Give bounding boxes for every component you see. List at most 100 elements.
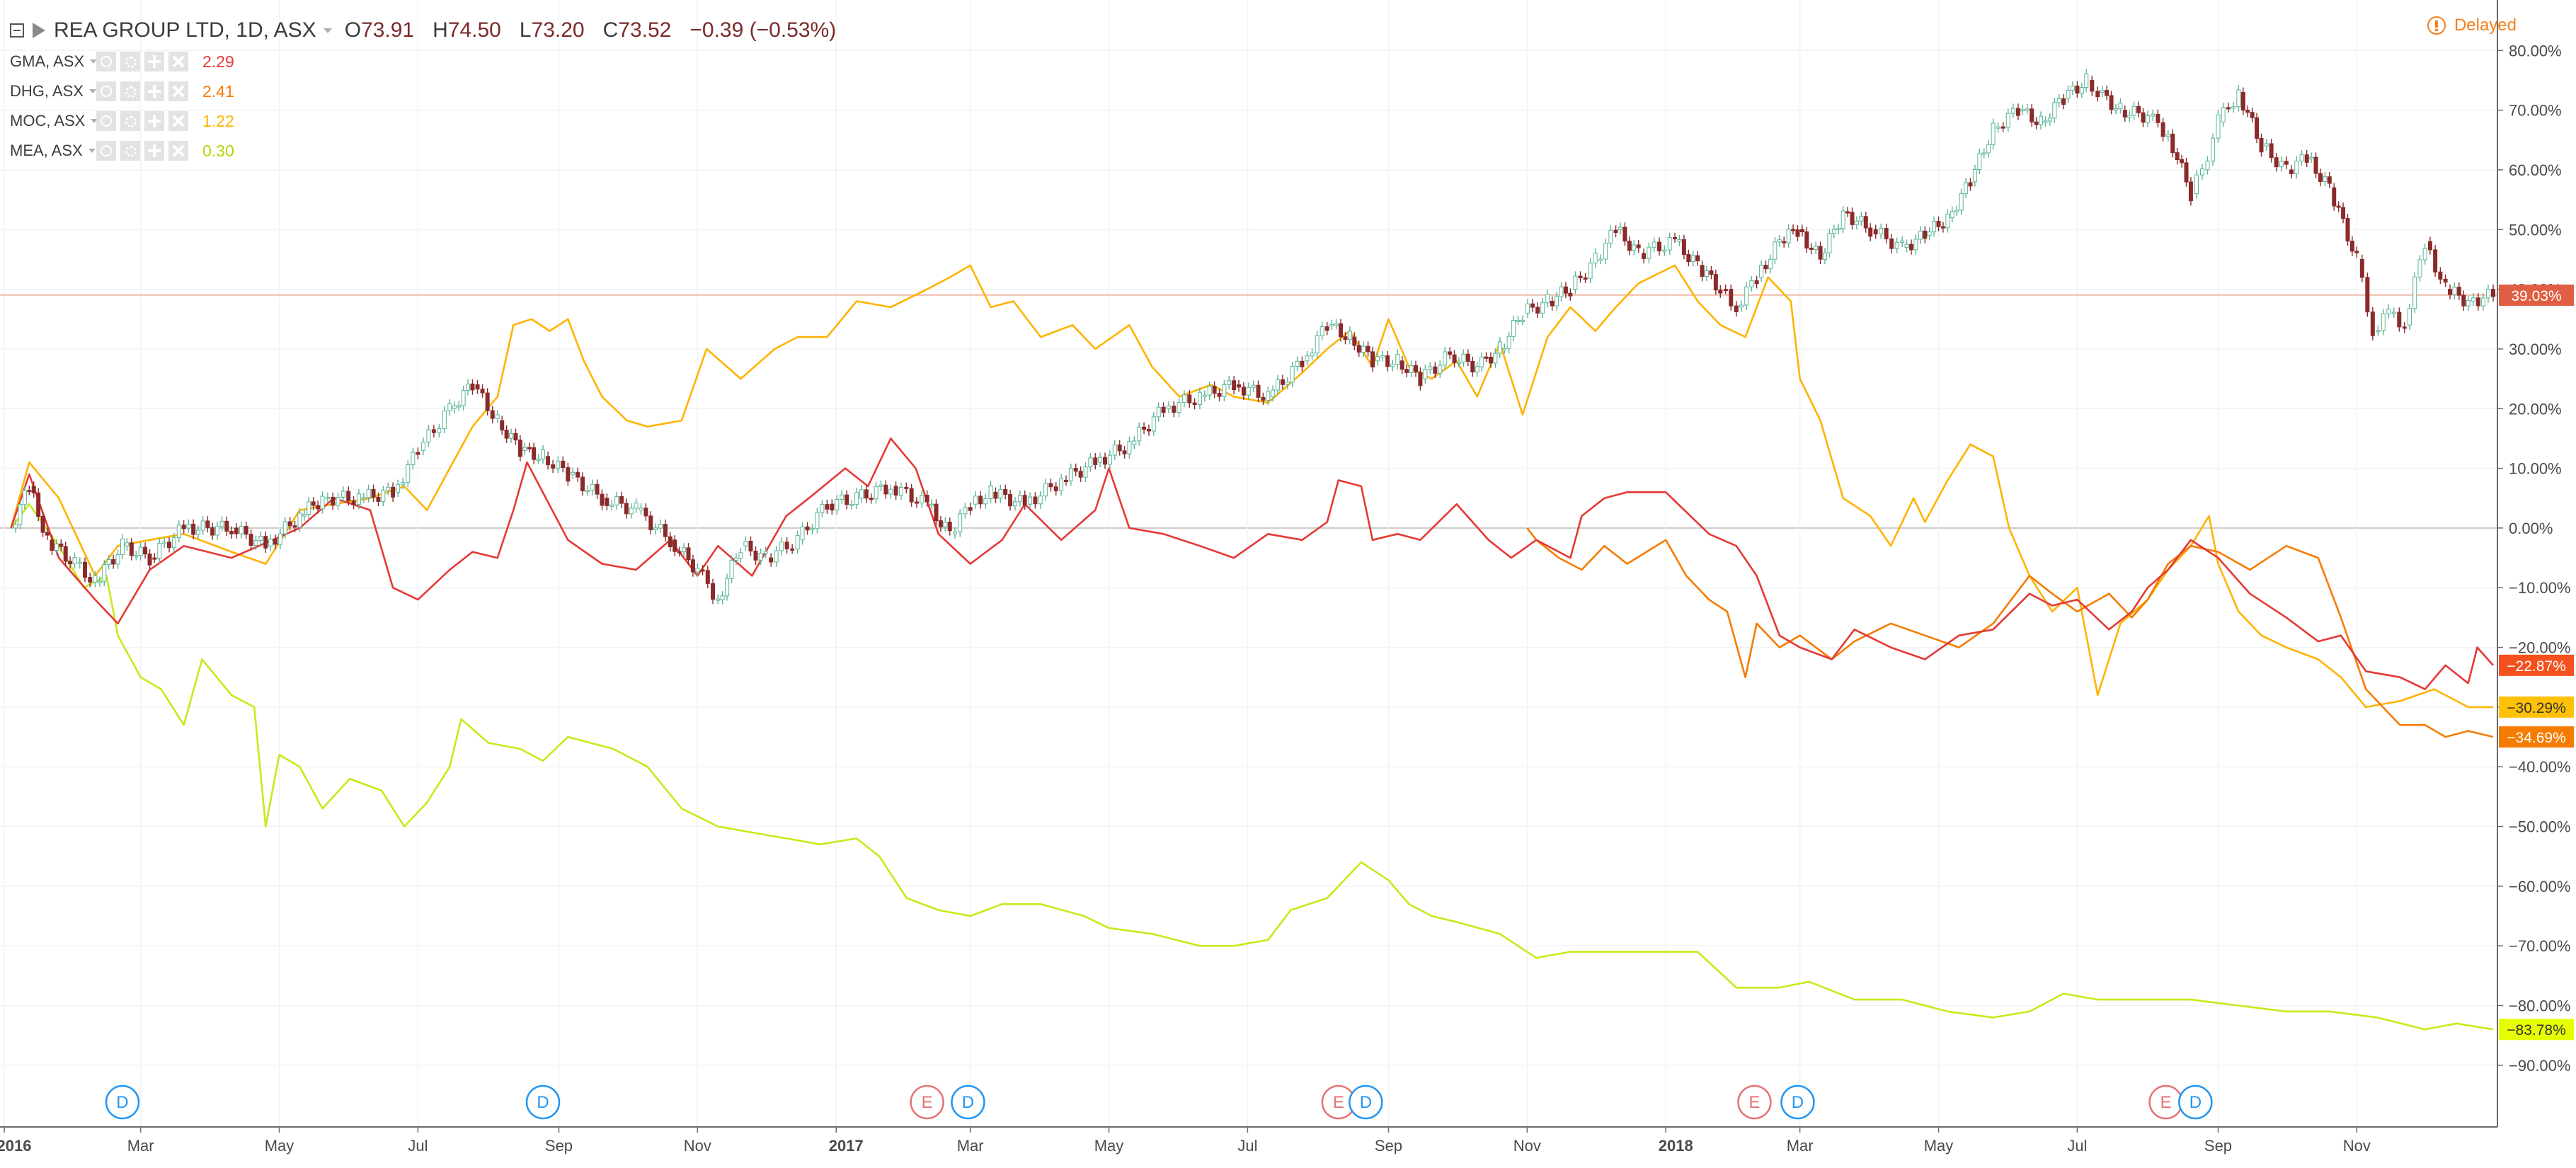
series-symbol[interactable]: GMA, ASX: [10, 52, 85, 70]
earnings-marker[interactable]: E: [2148, 1084, 2183, 1120]
chart-legend: REA GROUP LTD, 1D, ASX O73.91 H74.50 L73…: [10, 14, 836, 166]
eye-icon[interactable]: [96, 81, 116, 101]
candle-body: [431, 429, 436, 433]
candle-body: [1022, 495, 1027, 505]
candle-body: [200, 520, 205, 531]
candle-body: [1627, 241, 1632, 251]
plus-icon[interactable]: [144, 52, 164, 71]
candle-body: [1251, 384, 1256, 388]
candle-body: [2030, 108, 2034, 122]
candle-body: [336, 496, 340, 506]
gear-icon[interactable]: [120, 111, 140, 131]
candle-body: [1043, 483, 1048, 497]
candle-body: [50, 539, 55, 551]
dividend-marker[interactable]: D: [1349, 1084, 1383, 1120]
dividend-marker[interactable]: D: [105, 1084, 140, 1120]
series-symbol[interactable]: MEA, ASX: [10, 142, 83, 159]
candle-body: [2184, 162, 2189, 183]
candle-body: [2180, 159, 2185, 164]
candle-body: [1202, 394, 1207, 397]
candle-body: [129, 542, 134, 556]
candle-body: [134, 555, 139, 558]
plus-icon[interactable]: [144, 141, 164, 161]
plus-icon[interactable]: [144, 111, 164, 131]
candle-body: [779, 542, 784, 551]
close-icon[interactable]: [168, 111, 188, 131]
close-icon[interactable]: [168, 141, 188, 161]
flag-icon[interactable]: [33, 23, 45, 38]
candle-body: [1981, 152, 1986, 155]
gear-icon[interactable]: [120, 141, 140, 161]
candle-body: [1827, 233, 1832, 253]
close-icon[interactable]: [168, 52, 188, 71]
earnings-marker[interactable]: E: [1737, 1084, 1772, 1120]
candle-body: [147, 554, 152, 566]
eye-icon[interactable]: [96, 111, 116, 131]
candle-body: [1647, 246, 1651, 259]
legend-row-gma: GMA, ASX 2.29: [10, 47, 836, 76]
candle-body: [1320, 326, 1324, 336]
candle-body: [774, 550, 779, 563]
candle-body: [452, 405, 457, 409]
candle-body: [2299, 154, 2304, 161]
candle-body: [973, 496, 978, 505]
series-symbol[interactable]: MOC, ASX: [10, 112, 86, 130]
candle-body: [2216, 114, 2221, 139]
candle-body: [1375, 356, 1380, 362]
candle-body: [2025, 108, 2030, 111]
candle-body: [2480, 297, 2485, 307]
earnings-marker[interactable]: E: [1321, 1084, 1356, 1120]
dividend-marker[interactable]: D: [951, 1084, 985, 1120]
chevron-down-icon[interactable]: [323, 28, 332, 33]
candle-body: [1197, 391, 1202, 406]
price-axis-label: −40.00%: [2509, 758, 2570, 776]
collapse-icon[interactable]: [10, 23, 24, 38]
main-symbol-title[interactable]: REA GROUP LTD, 1D, ASX: [54, 18, 316, 42]
candle-body: [1936, 221, 1941, 227]
earnings-marker[interactable]: E: [910, 1084, 944, 1120]
candle-body: [2240, 91, 2245, 111]
time-axis-label: May: [265, 1137, 294, 1155]
candle-body: [1479, 356, 1484, 367]
chevron-down-icon[interactable]: [88, 89, 96, 93]
close-icon[interactable]: [168, 81, 188, 101]
candle-body: [925, 494, 929, 503]
dividend-marker[interactable]: D: [1780, 1084, 1815, 1120]
gear-icon[interactable]: [120, 81, 140, 101]
eye-icon[interactable]: [96, 52, 116, 71]
series-symbol[interactable]: DHG, ASX: [10, 82, 84, 100]
candle-body: [729, 559, 734, 579]
candlestick-series: [13, 69, 2495, 605]
chevron-down-icon[interactable]: [88, 149, 96, 153]
candle-body: [753, 551, 758, 561]
candle-body: [1734, 305, 1739, 313]
candle-body: [934, 503, 939, 522]
event-marker-label: D: [962, 1093, 974, 1112]
gear-icon[interactable]: [120, 52, 140, 71]
candle-body: [1098, 457, 1103, 463]
series-value: 2.41: [202, 81, 234, 101]
candle-body: [500, 420, 505, 431]
chevron-down-icon[interactable]: [91, 119, 98, 123]
eye-icon[interactable]: [96, 141, 116, 161]
candle-body: [1754, 280, 1759, 285]
delayed-indicator[interactable]: Delayed: [2427, 16, 2517, 35]
candle-body: [1578, 275, 1583, 278]
candle-body: [1705, 270, 1710, 277]
candle-body: [914, 501, 919, 504]
candle-body: [1192, 402, 1197, 406]
candle-body: [1795, 229, 1800, 237]
dividend-marker[interactable]: D: [2178, 1084, 2213, 1120]
candle-body: [943, 522, 948, 527]
plus-icon[interactable]: [144, 81, 164, 101]
candle-body: [1329, 324, 1334, 326]
candle-body: [1227, 380, 1232, 385]
candle-body: [1452, 354, 1457, 364]
chevron-down-icon[interactable]: [90, 59, 98, 64]
candle-body: [551, 464, 556, 469]
dividend-marker[interactable]: D: [525, 1084, 561, 1120]
candle-body: [695, 567, 700, 573]
